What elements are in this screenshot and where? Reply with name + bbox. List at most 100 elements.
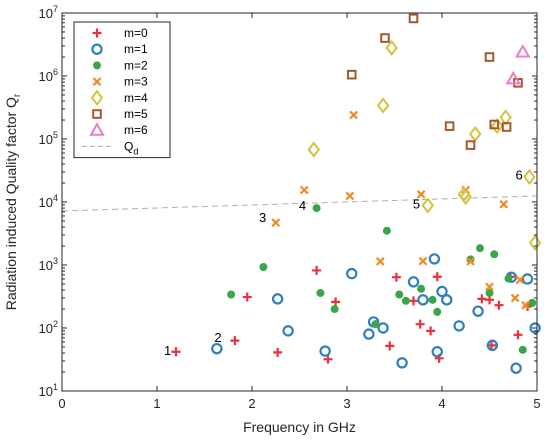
data-point-m0-19	[513, 330, 523, 340]
legend-label: m=2	[124, 58, 148, 72]
data-point-m0-3	[273, 347, 283, 357]
data-point-m2-8	[401, 296, 410, 305]
legend: m=0 m=1 m=2 m=3 m=4 m=5 m=6 Qd	[73, 21, 171, 159]
data-point-m5-6	[489, 119, 500, 130]
legend-entry-m-4: m=4	[90, 89, 148, 106]
data-point-m5-4	[465, 140, 476, 150]
data-point-m3-0	[271, 218, 281, 228]
data-point-m5-2	[408, 13, 419, 24]
data-point-m1-21	[529, 322, 541, 334]
data-point-m0-5	[323, 354, 333, 364]
data-point-m4-3	[421, 197, 435, 214]
legend-entry-m-5: m=5	[92, 107, 148, 121]
data-point-m1-10	[417, 294, 429, 306]
y-axis-title-subscript: r	[12, 93, 23, 97]
series-m-2	[227, 204, 537, 354]
data-point-m0-14	[477, 294, 487, 304]
data-point-m4-5	[457, 186, 471, 203]
data-point-m3-8	[466, 257, 475, 266]
data-points-layer	[171, 13, 542, 374]
legend-label: m=0	[124, 26, 148, 40]
annotation-5: 5	[413, 196, 420, 211]
legend-entry-m-2: m=2	[93, 58, 148, 72]
data-point-m2-7	[395, 290, 404, 299]
data-point-m1-20	[521, 273, 534, 285]
y-axis-title: Radiation induced Quality factor Qr	[3, 93, 23, 310]
data-point-m0-0	[171, 347, 181, 357]
annotations-layer: 1 2 3 4 5 6	[164, 167, 523, 358]
data-point-m0-8	[391, 272, 401, 282]
legend-marker-m6	[89, 122, 105, 136]
data-point-m1-15	[453, 320, 465, 332]
data-point-m1-13	[436, 285, 448, 298]
x-tick-label: 4	[438, 396, 445, 411]
y-tick-label: 104	[39, 193, 58, 210]
annotation-2: 2	[214, 330, 221, 345]
series-m-3	[271, 110, 530, 310]
series-m-5	[346, 13, 523, 150]
legend-entry-qd: Qd	[82, 139, 138, 156]
data-point-m0-12	[432, 272, 442, 282]
data-point-m3-2	[345, 191, 355, 201]
data-point-m0-2	[242, 292, 252, 302]
legend-entry-m-1: m=1	[91, 42, 148, 56]
series-m-1	[211, 253, 541, 374]
legend-marker-m2	[93, 61, 101, 70]
data-point-m5-0	[346, 69, 357, 80]
data-point-m6-0	[505, 70, 521, 85]
data-point-m3-10	[499, 199, 509, 209]
data-point-m1-12	[431, 346, 443, 358]
data-point-m2-18	[528, 298, 537, 307]
data-point-m2-9	[417, 284, 426, 293]
x-tick-label: 3	[343, 396, 350, 411]
data-point-m2-12	[466, 255, 475, 264]
data-point-m2-6	[382, 226, 391, 235]
series-m-0	[171, 265, 532, 364]
data-point-m1-11	[428, 253, 441, 265]
legend-box	[73, 21, 171, 159]
data-point-m2-1	[259, 262, 268, 271]
legend-label-qd: Qd	[124, 139, 138, 156]
data-point-m0-11	[426, 326, 436, 336]
y-tick-label: 102	[39, 319, 58, 336]
data-point-m2-14	[485, 288, 494, 297]
legend-label: m=5	[124, 107, 148, 121]
data-point-m2-15	[490, 250, 499, 259]
y-tick-label: 106	[39, 67, 58, 84]
data-point-m1-9	[407, 276, 420, 288]
y-tick-label: 103	[39, 256, 58, 273]
data-point-m5-3	[444, 121, 455, 131]
data-point-m1-19	[510, 362, 522, 374]
data-point-m5-7	[501, 122, 512, 132]
data-point-m1-4	[346, 267, 358, 280]
data-point-m4-7	[490, 117, 504, 135]
legend-marker-m5	[92, 109, 102, 119]
annotation-1: 1	[164, 343, 171, 358]
data-point-m3-11	[510, 293, 520, 303]
data-point-m1-1	[271, 293, 284, 305]
series-m-6	[505, 44, 531, 85]
annotation-6: 6	[516, 167, 523, 182]
x-tick-label: 5	[533, 396, 540, 411]
data-point-m3-6	[418, 256, 428, 266]
y-tick-label: 107	[39, 4, 58, 21]
data-point-m2-16	[504, 274, 513, 283]
data-point-m6-1	[515, 44, 531, 58]
data-point-m1-3	[319, 345, 331, 357]
y-axis-title-main: Radiation induced Quality factor Q	[3, 97, 19, 310]
data-point-m0-4	[312, 265, 322, 275]
data-point-m2-10	[428, 295, 437, 304]
data-point-m2-3	[316, 288, 325, 297]
annotation-4: 4	[299, 198, 306, 213]
legend-marker-m4	[90, 89, 104, 106]
data-point-m1-8	[396, 357, 408, 369]
data-point-m1-14	[441, 294, 453, 306]
data-point-m5-5	[484, 52, 495, 62]
data-point-m5-1	[380, 33, 390, 43]
legend-entry-m-3: m=3	[92, 75, 148, 89]
data-point-m4-9	[523, 168, 536, 186]
x-tick-label: 2	[248, 396, 255, 411]
data-point-m3-12	[515, 275, 525, 285]
data-point-m3-9	[485, 282, 494, 292]
